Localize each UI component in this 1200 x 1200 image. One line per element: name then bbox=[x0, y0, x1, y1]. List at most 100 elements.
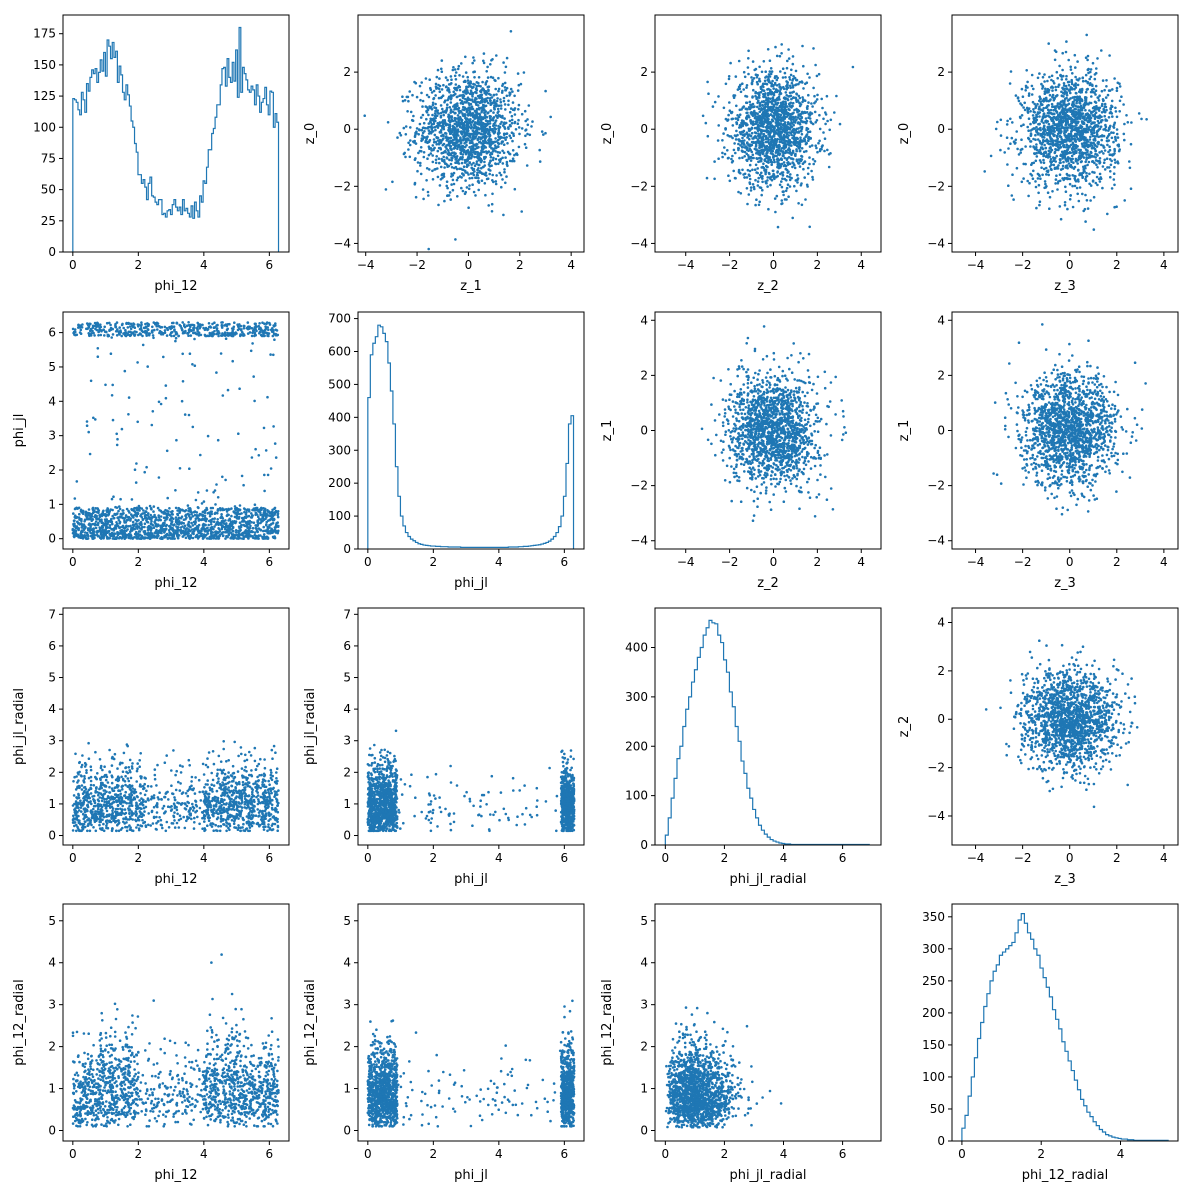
scatter-point bbox=[435, 143, 439, 146]
scatter-point bbox=[507, 99, 510, 103]
scatter-point bbox=[419, 172, 423, 176]
scatter-point bbox=[1045, 119, 1049, 123]
scatter-point bbox=[756, 112, 759, 115]
scatter-point bbox=[431, 113, 434, 117]
scatter-point bbox=[811, 158, 815, 161]
scatter-point bbox=[473, 124, 476, 127]
scatter-point bbox=[424, 77, 428, 80]
scatter-point bbox=[1027, 137, 1031, 141]
scatter-point bbox=[485, 70, 489, 73]
scatter-point bbox=[770, 138, 773, 142]
scatter-point bbox=[808, 76, 811, 79]
scatter-point bbox=[1123, 122, 1126, 126]
scatter-point bbox=[790, 97, 793, 101]
scatter-point bbox=[746, 111, 749, 115]
scatter-point bbox=[784, 100, 787, 103]
scatter-point bbox=[1035, 206, 1038, 210]
scatter-point bbox=[439, 129, 443, 132]
scatter-point bbox=[416, 169, 419, 173]
scatter-point bbox=[780, 137, 783, 140]
scatter-point bbox=[1034, 119, 1038, 122]
scatter-point bbox=[787, 112, 790, 116]
scatter-point bbox=[1072, 161, 1075, 164]
scatter-point bbox=[1071, 72, 1074, 75]
scatter-point bbox=[756, 105, 759, 109]
scatter-point bbox=[481, 122, 485, 125]
scatter-point bbox=[469, 80, 472, 84]
scatter-point bbox=[775, 54, 779, 58]
scatter-point bbox=[740, 119, 744, 122]
scatter-point bbox=[445, 144, 449, 147]
scatter-point bbox=[473, 109, 477, 113]
scatter-point bbox=[443, 199, 446, 203]
scatter-point bbox=[505, 86, 509, 90]
scatter-point bbox=[755, 157, 758, 160]
scatter-point bbox=[496, 138, 500, 142]
scatter-point bbox=[1100, 150, 1103, 153]
x-tick-label: −4 bbox=[677, 258, 695, 272]
scatter-point bbox=[1037, 108, 1041, 111]
scatter-point bbox=[770, 108, 773, 111]
scatter-point bbox=[1116, 81, 1120, 85]
scatter-point bbox=[447, 116, 451, 120]
scatter-point bbox=[1111, 115, 1114, 118]
scatter-point bbox=[730, 157, 733, 161]
scatter-point bbox=[1045, 154, 1048, 157]
scatter-point bbox=[1077, 199, 1081, 203]
scatter-point bbox=[459, 156, 462, 159]
scatter-point bbox=[549, 115, 552, 119]
scatter-point bbox=[821, 106, 824, 110]
scatter-point bbox=[765, 112, 768, 115]
scatter-point bbox=[1086, 58, 1089, 62]
scatter-point bbox=[748, 133, 751, 136]
scatter-point bbox=[488, 135, 491, 138]
scatter-point bbox=[443, 166, 446, 169]
scatter-point bbox=[774, 109, 777, 113]
scatter-point bbox=[778, 135, 782, 138]
scatter-point bbox=[817, 72, 821, 76]
scatter-point bbox=[454, 107, 458, 110]
scatter-point bbox=[1020, 180, 1024, 184]
scatter-point bbox=[766, 176, 769, 179]
x-tick-label: 2 bbox=[135, 258, 143, 272]
scatter-point bbox=[1091, 179, 1095, 182]
scatter-point bbox=[799, 138, 802, 142]
scatter-point bbox=[1053, 112, 1056, 116]
scatter-point bbox=[1046, 191, 1050, 194]
scatter-point bbox=[1043, 90, 1047, 93]
scatter-point bbox=[744, 145, 748, 148]
scatter-point bbox=[461, 168, 464, 171]
scatter-point bbox=[440, 67, 443, 71]
scatter-point bbox=[427, 132, 431, 135]
scatter-point bbox=[745, 187, 749, 190]
scatter-point bbox=[764, 134, 767, 138]
scatter-point bbox=[524, 128, 528, 131]
scatter-point bbox=[788, 84, 792, 88]
scatter-point bbox=[540, 130, 544, 133]
scatter-point bbox=[464, 55, 467, 59]
scatter-point bbox=[727, 174, 730, 177]
scatter-point bbox=[1084, 138, 1087, 142]
scatter-point bbox=[488, 129, 491, 132]
scatter-point bbox=[501, 124, 505, 127]
scatter-point bbox=[440, 59, 444, 62]
scatter-point bbox=[778, 183, 782, 187]
scatter-point bbox=[1074, 66, 1077, 69]
scatter-point bbox=[1063, 131, 1067, 134]
scatter-point bbox=[1027, 117, 1031, 120]
scatter-point bbox=[1084, 177, 1087, 181]
scatter-point bbox=[447, 151, 451, 154]
scatter-point bbox=[466, 127, 469, 131]
scatter-point bbox=[432, 97, 435, 101]
scatter-point bbox=[461, 96, 465, 100]
scatter-point bbox=[494, 157, 498, 161]
scatter-point bbox=[1037, 191, 1040, 195]
x-tick-label: −2 bbox=[721, 258, 739, 272]
scatter-point bbox=[1079, 135, 1082, 139]
scatter-point bbox=[724, 128, 727, 131]
scatter-point bbox=[1103, 102, 1107, 106]
scatter-point bbox=[828, 128, 831, 132]
scatter-point bbox=[1111, 88, 1114, 91]
scatter-point bbox=[483, 164, 487, 167]
scatter-point bbox=[426, 190, 430, 194]
